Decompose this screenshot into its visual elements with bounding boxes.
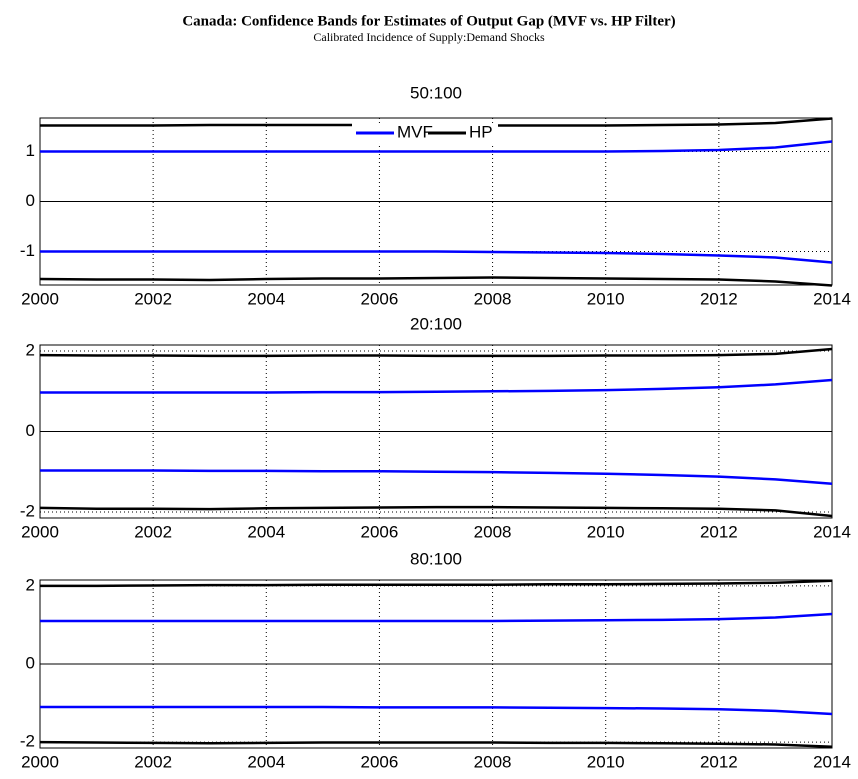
x-tick-label: 2004 <box>247 522 285 541</box>
y-tick-label: 0 <box>26 653 35 672</box>
y-tick-label: -1 <box>20 241 35 260</box>
y-tick-label: 0 <box>26 421 35 440</box>
x-tick-label: 2012 <box>700 752 738 771</box>
band-line <box>40 378 833 394</box>
x-tick-label: 2002 <box>134 752 172 771</box>
figure-subtitle: Calibrated Incidence of Supply:Demand Sh… <box>313 30 545 44</box>
y-tick-label: 1 <box>26 141 35 160</box>
x-tick-label: 2010 <box>587 289 625 308</box>
x-tick-label: 2010 <box>587 752 625 771</box>
band-line <box>40 140 833 153</box>
y-tick-label: -2 <box>20 732 35 751</box>
band-line <box>39 276 833 287</box>
y-tick-label: 2 <box>26 575 35 594</box>
legend-box <box>352 123 498 143</box>
x-tick-label: 2012 <box>700 522 738 541</box>
x-tick-label: 2008 <box>474 522 512 541</box>
x-tick-label: 2000 <box>21 289 59 308</box>
band-line <box>39 505 833 518</box>
band-line <box>40 705 833 716</box>
band-line <box>40 250 833 264</box>
x-tick-label: 2014 <box>813 289 851 308</box>
x-tick-label: 2008 <box>474 752 512 771</box>
band-line <box>40 612 833 623</box>
panel-title: 20:100 <box>410 314 462 333</box>
band-line <box>39 347 833 358</box>
x-tick-label: 2000 <box>21 522 59 541</box>
panel-title: 80:100 <box>410 549 462 568</box>
x-tick-label: 2008 <box>474 289 512 308</box>
x-tick-label: 2012 <box>700 289 738 308</box>
legend-label: MVF <box>397 122 433 141</box>
band-line <box>40 469 833 486</box>
y-tick-label: 0 <box>26 191 35 210</box>
band-line <box>40 579 833 588</box>
x-tick-label: 2000 <box>21 752 59 771</box>
x-tick-label: 2014 <box>813 522 851 541</box>
x-tick-label: 2014 <box>813 752 851 771</box>
x-tick-label: 2002 <box>134 522 172 541</box>
x-tick-label: 2006 <box>361 752 399 771</box>
x-tick-label: 2006 <box>361 522 399 541</box>
x-tick-label: 2004 <box>247 752 285 771</box>
x-tick-label: 2006 <box>361 289 399 308</box>
y-tick-label: 2 <box>26 341 35 360</box>
legend-label: HP <box>469 122 493 141</box>
panel-title: 50:100 <box>410 83 462 102</box>
x-tick-label: 2010 <box>587 522 625 541</box>
x-tick-label: 2002 <box>134 289 172 308</box>
x-tick-label: 2004 <box>247 289 285 308</box>
figure-title: Canada: Confidence Bands for Estimates o… <box>182 13 675 29</box>
band-line <box>39 740 833 749</box>
y-tick-label: -2 <box>20 501 35 520</box>
